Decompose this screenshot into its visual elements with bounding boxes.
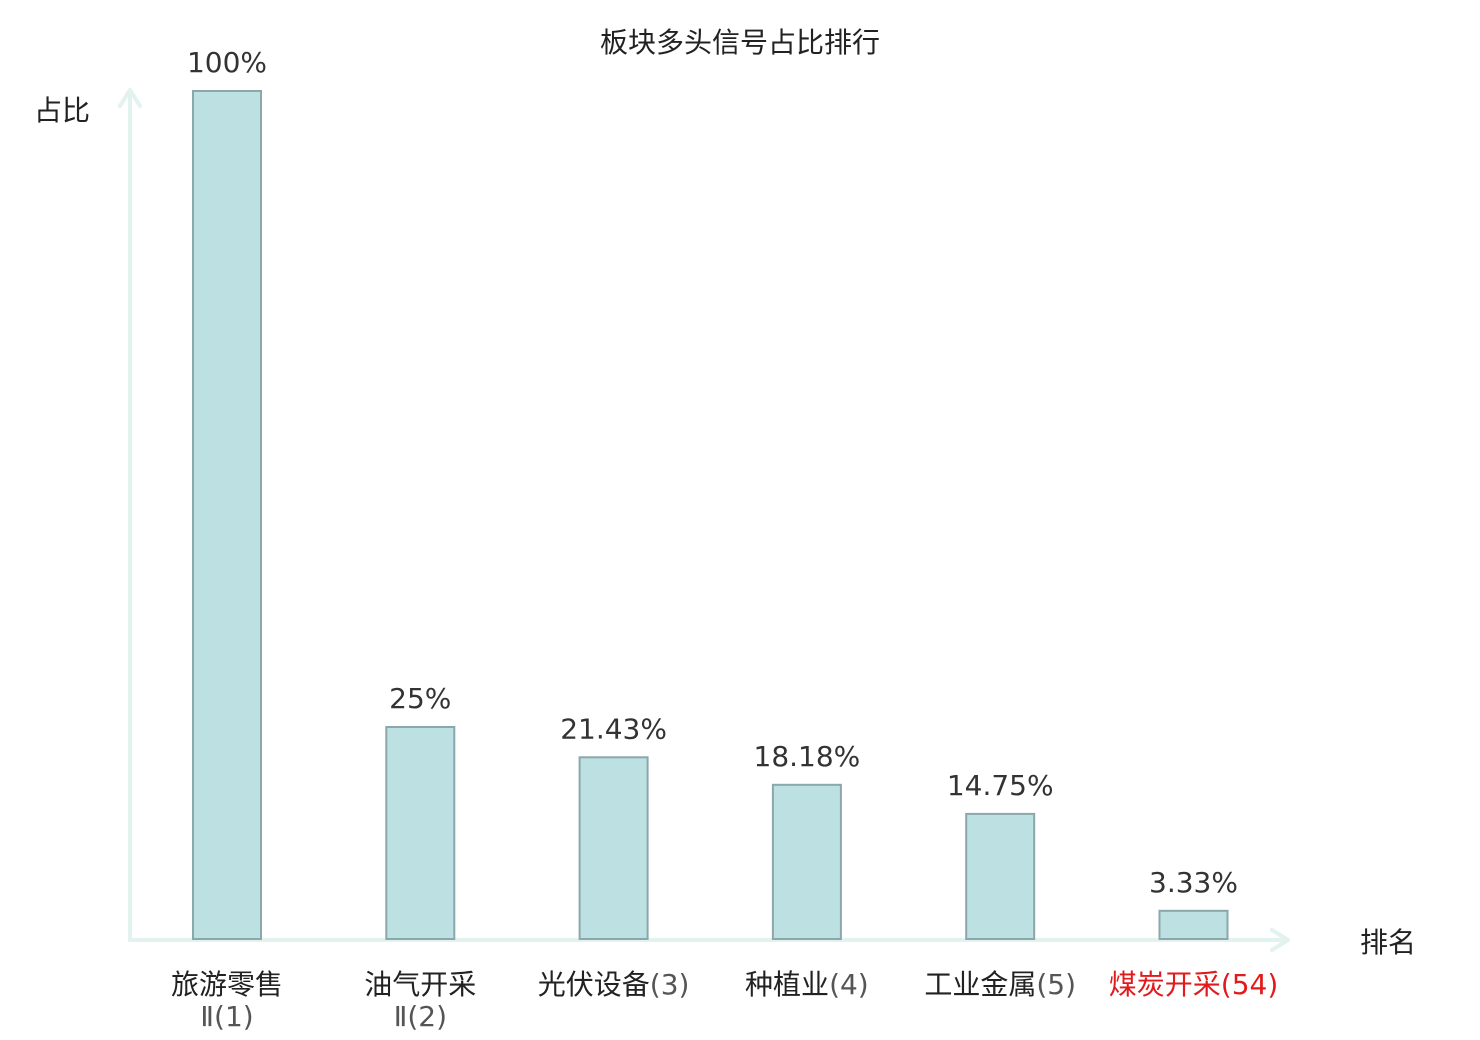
category-name-1: 旅游零售 [171, 968, 283, 1001]
value-label-2: 25% [389, 682, 451, 715]
chart-title: 板块多头信号占比排行 [600, 26, 880, 59]
category-rank-2: Ⅱ(2) [394, 1000, 447, 1033]
category-rank-6: (54) [1221, 968, 1278, 1001]
category-name-3: 光伏设备 [538, 968, 650, 1001]
category-rank-1: Ⅱ(1) [200, 1000, 253, 1033]
category-label-5: 工业金属(5) [924, 968, 1076, 1001]
bar-5 [965, 812, 1036, 941]
value-label-1: 100% [187, 46, 267, 79]
category-rank-4: (4) [829, 968, 869, 1001]
bar-series [192, 90, 1229, 941]
category-name-5: 工业金属 [924, 968, 1036, 1001]
category-label-1: 旅游零售 [171, 968, 283, 1001]
category-name-6: 煤炭开采 [1109, 968, 1221, 1001]
category-rank-5: (5) [1036, 968, 1076, 1001]
value-label-5: 14.75% [947, 769, 1054, 802]
y-axis: 占比 [34, 88, 142, 942]
x-axis: 排名 [128, 926, 1416, 959]
category-label-4: 种植业(4) [745, 968, 869, 1001]
value-label-3: 21.43% [560, 712, 667, 745]
bar-4 [771, 783, 842, 940]
category-name-2: 油气开采 [364, 968, 476, 1001]
value-labels: 100% 25% 21.43% 18.18% 14.75% 3.33% [187, 46, 1238, 899]
category-label-3: 光伏设备(3) [538, 968, 690, 1001]
category-rank-3: (3) [650, 968, 690, 1001]
bar-3 [578, 756, 649, 940]
value-label-4: 18.18% [754, 740, 861, 773]
bar-1 [192, 90, 262, 940]
category-label-2: 油气开采 [364, 968, 476, 1001]
y-axis-label: 占比 [34, 94, 90, 127]
x-axis-label: 排名 [1360, 926, 1416, 959]
bar-2 [385, 726, 456, 940]
x-axis-arrow-icon [1270, 928, 1290, 952]
bar-6 [1158, 909, 1229, 940]
category-label-6: 煤炭开采(54) [1109, 968, 1279, 1001]
y-axis-arrow-icon [118, 88, 142, 108]
value-label-6: 3.33% [1149, 866, 1238, 899]
category-name-4: 种植业 [745, 968, 829, 1001]
